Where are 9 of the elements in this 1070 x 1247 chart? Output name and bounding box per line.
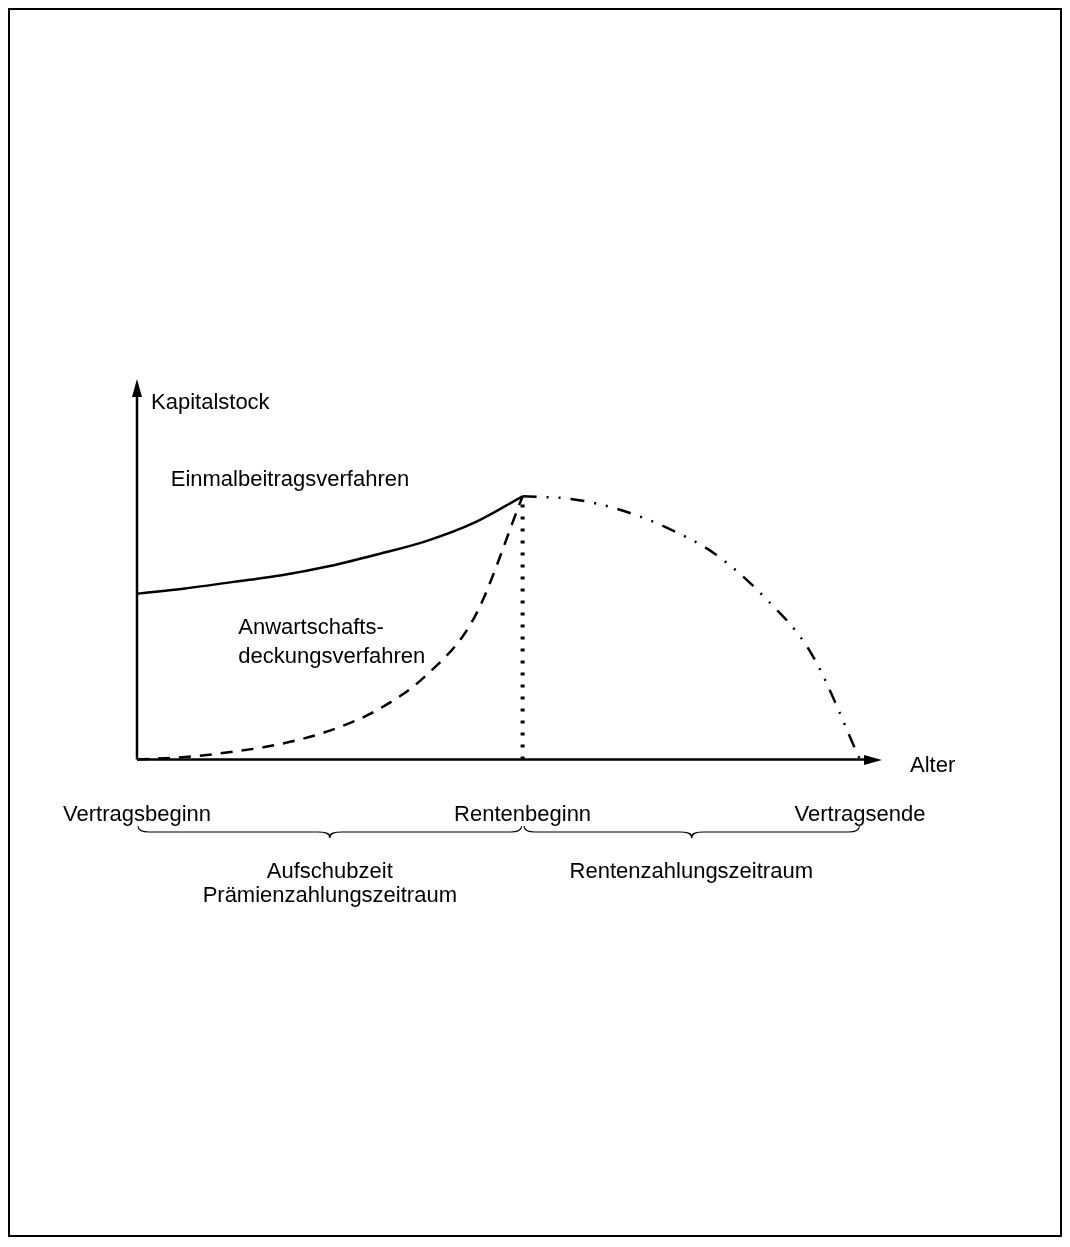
x-axis-title: Alter [910, 751, 956, 777]
text: Rentenzahlungszeitraum [569, 857, 813, 883]
y-axis-title: Kapitalstock [151, 389, 271, 415]
text: Einmalbeitragsverfahren [170, 466, 410, 492]
x-tick-label: Vertragsbeginn [63, 800, 211, 826]
series-label: Anwartschafts- deckungsverfahren [238, 613, 426, 668]
x-tick-label: Rentenbeginn [454, 800, 592, 826]
x-tick-label: Vertragsende [794, 800, 926, 826]
text: Aufschubzeit Prämienzahlungszeitraum [202, 857, 457, 907]
